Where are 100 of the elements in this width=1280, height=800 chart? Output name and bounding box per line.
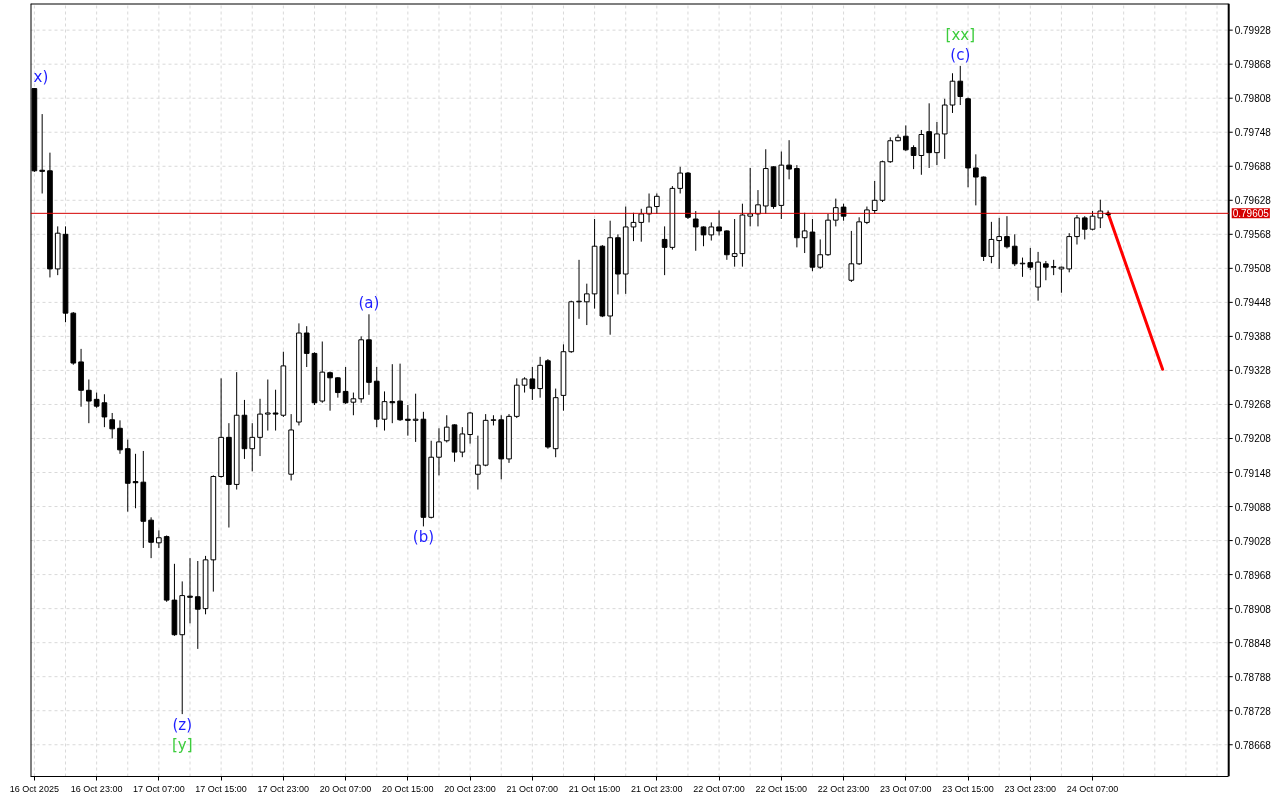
candlestick <box>871 180 878 215</box>
candlestick <box>583 283 590 326</box>
y-tick-label: 0.79928 <box>1234 25 1272 37</box>
candlestick <box>405 404 411 437</box>
x-tick-label: 17 Oct 23:00 <box>257 783 310 794</box>
x-tick-label: 16 Oct 23:00 <box>70 783 123 794</box>
candlestick <box>848 230 855 283</box>
candlestick <box>957 65 964 106</box>
candlestick <box>887 136 894 164</box>
y-tick-label: 0.79628 <box>1234 195 1272 207</box>
y-tick-label: 0.78788 <box>1234 671 1272 683</box>
candlestick <box>630 212 637 242</box>
y-tick-label: 0.79688 <box>1234 161 1272 173</box>
x-tick-label: 23 Oct 23:00 <box>1004 783 1057 794</box>
candlestick <box>194 560 201 650</box>
candlestick <box>1043 260 1049 281</box>
candlestick <box>537 356 543 399</box>
candlestick <box>996 217 1003 270</box>
candlestick <box>817 238 824 270</box>
candlestick <box>902 124 909 152</box>
y-tick-label: 0.78668 <box>1234 739 1272 751</box>
y-tick-label: 0.79028 <box>1234 535 1272 547</box>
candlestick <box>926 102 932 169</box>
x-tick-label: 17 Oct 07:00 <box>133 783 185 794</box>
candlestick <box>303 325 310 368</box>
candlestick <box>692 210 699 252</box>
x-tick-label: 22 Oct 15:00 <box>755 783 808 794</box>
annotation: (z) <box>172 716 193 735</box>
annotation: [y] <box>171 736 193 755</box>
y-tick-label: 0.79448 <box>1234 297 1272 309</box>
candlestick <box>755 189 761 227</box>
y-tick-label: 0.79088 <box>1234 501 1272 513</box>
candlestick <box>654 192 660 215</box>
x-tick-label: 20 Oct 23:00 <box>444 783 496 794</box>
candlestick <box>156 529 162 549</box>
annotation: (b) <box>412 528 435 547</box>
candlestick <box>1011 233 1018 267</box>
y-tick-label: 0.78908 <box>1234 603 1272 615</box>
candlestick <box>327 371 333 412</box>
x-tick-label: 17 Oct 15:00 <box>195 783 247 794</box>
candlestick <box>436 427 442 476</box>
candlestick <box>1081 215 1088 240</box>
annotation: (c) <box>950 45 971 64</box>
candlestick <box>389 363 396 424</box>
x-tick-label: 20 Oct 15:00 <box>382 783 434 794</box>
candlestick <box>646 192 652 223</box>
candlestick <box>638 208 645 243</box>
candlestick <box>381 390 388 432</box>
candlestick <box>443 414 450 443</box>
y-tick-label: 0.79328 <box>1234 365 1272 377</box>
candlestick <box>973 153 979 206</box>
x-tick-label: 23 Oct 15:00 <box>942 783 994 794</box>
candlestick <box>335 376 341 399</box>
candlestick <box>677 166 684 194</box>
x-tick-label: 22 Oct 07:00 <box>693 783 745 794</box>
annotation: (a) <box>358 294 380 313</box>
y-tick-label: 0.78728 <box>1234 705 1272 717</box>
y-tick-label: 0.79808 <box>1234 93 1272 105</box>
x-tick-label: 24 Oct 07:00 <box>1066 783 1119 794</box>
candlestick <box>934 121 940 166</box>
ref-line-label: 0.79605 <box>1232 208 1270 220</box>
candlestick <box>264 379 271 432</box>
candlestick <box>187 557 193 624</box>
candlestick <box>1004 215 1010 249</box>
y-tick-label: 0.79508 <box>1234 263 1272 275</box>
x-tick-label: 21 Oct 07:00 <box>506 783 559 794</box>
x-tick-label: 20 Oct 07:00 <box>319 783 372 794</box>
candlestick <box>117 419 123 455</box>
y-tick-label: 0.78968 <box>1234 569 1272 581</box>
y-tick-label: 0.79268 <box>1234 399 1272 411</box>
candlestick <box>1074 214 1080 246</box>
y-tick-label: 0.79208 <box>1234 433 1272 445</box>
candlestick <box>148 516 154 559</box>
candlestick <box>1058 266 1065 294</box>
candlestick <box>724 229 730 261</box>
y-tick-label: 0.79748 <box>1234 127 1272 139</box>
y-tick-label: 0.79148 <box>1234 467 1272 479</box>
candlestick <box>249 422 256 472</box>
candlestick <box>716 210 722 236</box>
candlestick <box>39 113 45 194</box>
annotation: [xx] <box>945 25 976 44</box>
candlestick <box>467 411 473 445</box>
candlestick <box>747 167 754 227</box>
x-tick-label: 23 Oct 07:00 <box>880 783 932 794</box>
x-tick-label: 21 Oct 23:00 <box>631 783 683 794</box>
candlestick <box>786 139 792 180</box>
candlestick <box>109 412 116 439</box>
x-tick-label: 21 Oct 15:00 <box>568 783 621 794</box>
candlestick <box>397 363 403 422</box>
annotation: x) <box>33 68 49 86</box>
candlestick <box>832 198 839 227</box>
x-tick-label: 16 Oct 2025 <box>9 783 59 794</box>
y-tick-label: 0.79388 <box>1234 331 1272 343</box>
x-tick-label: 22 Oct 23:00 <box>817 783 870 794</box>
y-tick-label: 0.78848 <box>1234 637 1272 649</box>
y-tick-label: 0.79568 <box>1234 229 1272 241</box>
candlestick <box>86 379 92 424</box>
candlestick <box>475 435 481 491</box>
y-tick-label: 0.79868 <box>1234 59 1272 71</box>
candlestick <box>257 398 263 457</box>
